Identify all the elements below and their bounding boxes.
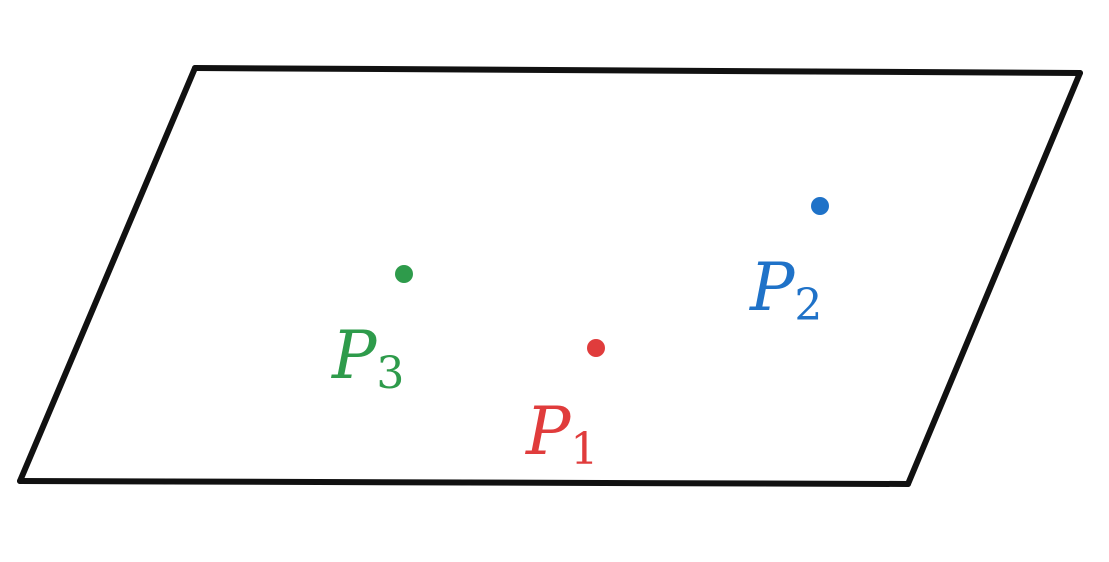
point-p1-letter: P <box>525 393 572 470</box>
plane-edge-bottom <box>17 478 911 487</box>
plane-edge-right <box>905 70 1083 487</box>
plane-edge-left <box>17 65 198 484</box>
point-p3-label: P3 <box>331 317 404 399</box>
point-p3-dot <box>395 265 413 283</box>
point-p3: P3 <box>331 265 413 399</box>
point-p2: P2 <box>749 197 829 331</box>
point-p1-label: P1 <box>525 393 598 475</box>
point-p3-letter: P <box>331 317 378 394</box>
point-p2-dot <box>811 197 829 215</box>
point-p1-subscript: 1 <box>570 424 598 475</box>
point-p2-subscript: 2 <box>794 280 822 331</box>
point-p2-label: P2 <box>749 249 822 331</box>
point-p3-subscript: 3 <box>376 348 404 399</box>
plane-edge-top <box>192 65 1083 76</box>
plane <box>17 65 1083 487</box>
point-p1-dot <box>587 339 605 357</box>
point-p1: P1 <box>525 339 605 475</box>
point-p2-letter: P <box>749 249 796 326</box>
